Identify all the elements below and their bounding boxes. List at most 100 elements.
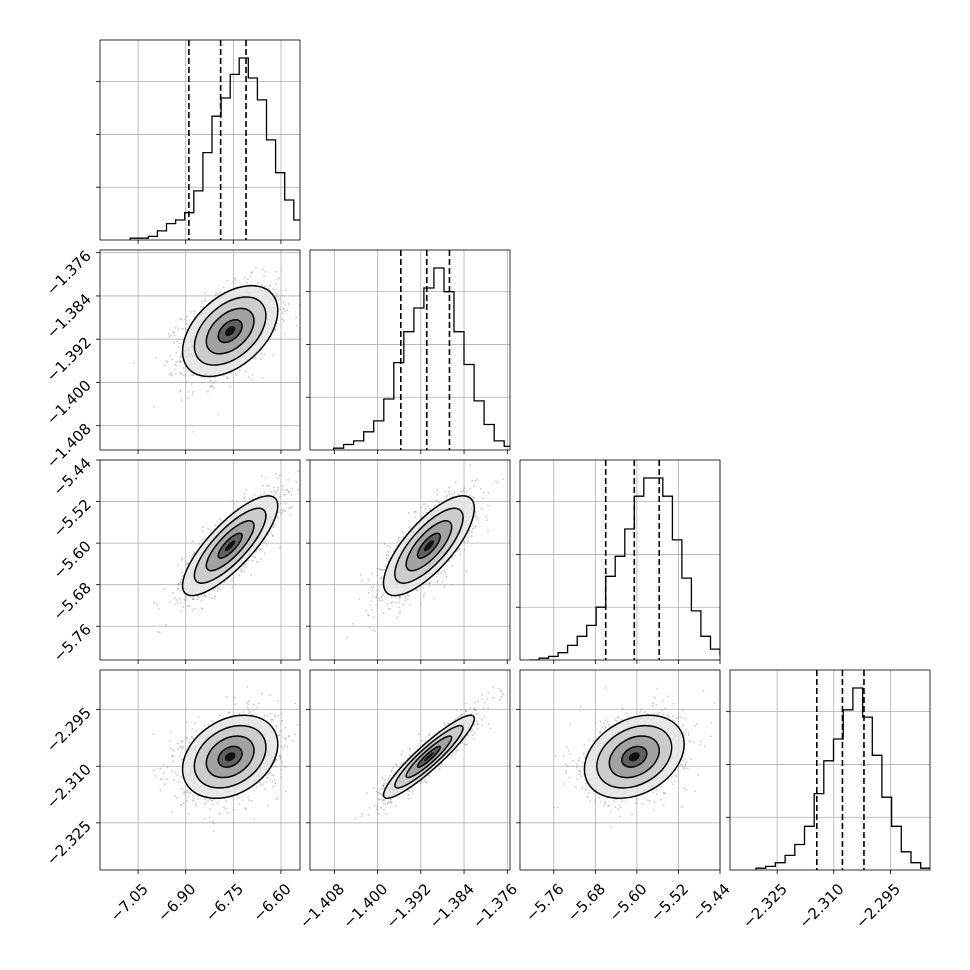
scatter-point: [181, 745, 184, 748]
scatter-point: [495, 480, 497, 483]
scatter-point: [445, 576, 448, 578]
scatter-point: [269, 284, 271, 287]
scatter-point: [381, 599, 384, 602]
scatter-point: [255, 786, 258, 789]
scatter-point: [226, 376, 229, 378]
scatter-point: [371, 589, 374, 592]
scatter-point: [235, 374, 238, 377]
scatter-point: [196, 598, 199, 601]
scatter-point: [185, 738, 188, 741]
scatter-point: [281, 511, 284, 514]
scatter-point: [155, 603, 158, 605]
scatter-point: [419, 603, 422, 606]
scatter-point: [181, 758, 184, 761]
scatter-point: [371, 572, 373, 575]
scatter-point: [187, 391, 190, 393]
scatter-point: [203, 594, 206, 597]
scatter-point: [184, 375, 187, 377]
scatter-point: [457, 548, 460, 550]
scatter-point: [201, 300, 203, 303]
scatter-point: [177, 328, 180, 331]
scatter-point: [166, 766, 169, 769]
scatter-point: [487, 491, 490, 494]
scatter-point: [372, 629, 374, 631]
scatter-point: [159, 788, 162, 791]
scatter-point: [232, 576, 235, 579]
scatter-point: [179, 389, 182, 392]
scatter-point: [211, 803, 214, 806]
scatter-point: [211, 384, 214, 387]
scatter-point: [188, 605, 190, 607]
scatter-point: [189, 311, 192, 313]
scatter-point: [395, 602, 397, 604]
scatter-point: [224, 807, 227, 810]
scatter-point: [301, 302, 303, 304]
contour-line: [205, 520, 255, 572]
scatter-point: [468, 529, 471, 532]
scatter-point: [193, 551, 196, 554]
scatter-point: [240, 568, 243, 571]
scatter-point: [179, 373, 182, 375]
scatter-point: [185, 323, 188, 325]
scatter-point: [177, 564, 180, 567]
scatter-point: [180, 361, 183, 363]
scatter-point: [273, 779, 276, 781]
scatter-point: [284, 790, 287, 793]
scatter-point: [380, 597, 383, 600]
scatter-point: [243, 497, 245, 500]
scatter-point: [133, 361, 135, 364]
contour-line: [181, 284, 279, 378]
scatter-point: [399, 610, 402, 613]
scatter-point: [271, 526, 274, 528]
scatter-point: [172, 331, 175, 334]
scatter-point: [435, 575, 438, 578]
scatter-point: [472, 527, 474, 530]
scatter-point: [180, 581, 182, 583]
scatter-point: [210, 597, 213, 600]
scatter-point: [398, 612, 401, 615]
scatter-point: [448, 493, 451, 496]
scatter-point: [277, 714, 279, 717]
scatter-point: [463, 490, 466, 493]
y-tick-label: −5.60: [50, 537, 95, 582]
scatter-point: [272, 526, 275, 529]
scatter-point: [246, 686, 249, 688]
scatter-point: [169, 355, 172, 357]
scatter-point: [191, 735, 193, 738]
scatter-point: [269, 694, 272, 696]
scatter-point: [276, 797, 279, 799]
scatter-point: [245, 370, 247, 373]
scatter-point: [274, 765, 277, 767]
scatter-point: [359, 573, 362, 576]
scatter-point: [236, 794, 239, 797]
scatter-point: [279, 730, 282, 733]
scatter-point: [286, 309, 288, 312]
scatter-point: [212, 387, 215, 389]
scatter-point: [281, 510, 284, 512]
scatter-point: [415, 510, 417, 513]
scatter-point: [295, 480, 298, 483]
scatter-point: [271, 534, 274, 537]
scatter-point: [175, 599, 178, 601]
scatter-point: [159, 767, 162, 770]
scatter-point: [179, 597, 181, 600]
scatter-point: [428, 582, 431, 585]
scatter-point: [187, 813, 190, 815]
scatter-point: [192, 540, 194, 543]
scatter-point: [301, 482, 303, 484]
scatter-point: [375, 595, 378, 598]
scatter-point: [279, 758, 282, 760]
scatter-point: [383, 543, 386, 545]
scatter-point: [191, 390, 194, 393]
scatter-point: [360, 579, 363, 582]
scatter-point: [487, 504, 489, 507]
scatter-point: [263, 275, 265, 278]
scatter-point: [267, 804, 270, 807]
scatter-point: [365, 609, 368, 612]
scatter-point: [157, 608, 160, 610]
scatter-point: [219, 588, 221, 591]
scatter-point: [245, 566, 248, 569]
scatter-point: [173, 334, 176, 336]
scatter-point: [269, 772, 271, 774]
